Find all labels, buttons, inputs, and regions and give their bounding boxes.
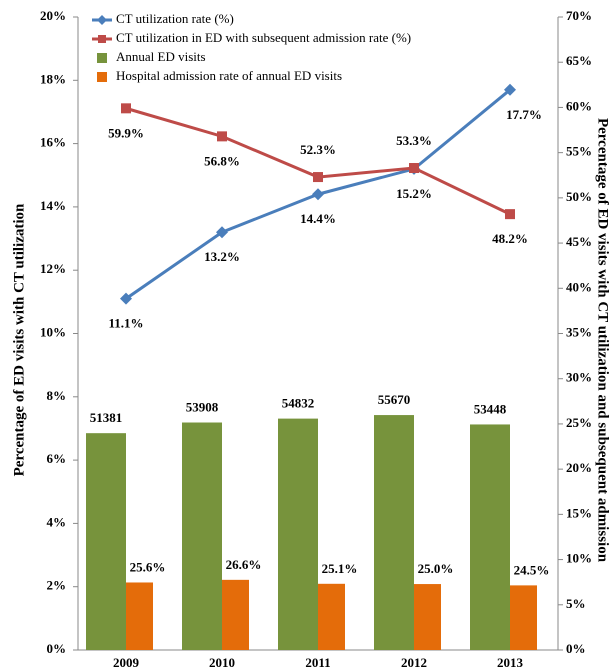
data-label: 24.5% xyxy=(514,562,550,577)
data-label: 25.0% xyxy=(418,561,454,576)
data-label: 48.2% xyxy=(492,231,528,246)
y2-tick-label: 45% xyxy=(566,234,592,249)
legend: CT utilization rate (%) CT utilization in… xyxy=(92,11,411,83)
marker xyxy=(120,292,132,305)
y2-tick-label: 10% xyxy=(566,551,592,566)
x-tick-label: 2010 xyxy=(209,655,235,670)
data-label: 25.1% xyxy=(322,561,358,576)
y2-tick-label: 55% xyxy=(566,144,592,159)
data-label: 56.8% xyxy=(204,153,240,168)
data-label: 11.1% xyxy=(108,316,143,331)
legend-marker xyxy=(97,15,107,25)
data-label: 25.6% xyxy=(130,559,166,574)
legend-item: CT utilization rate (%) xyxy=(92,11,234,26)
data-label: 53908 xyxy=(186,399,219,414)
bar xyxy=(126,582,153,650)
y-tick-label: 6% xyxy=(47,451,67,466)
y-tick-label: 4% xyxy=(47,514,67,529)
y-tick-label: 2% xyxy=(47,578,67,593)
legend-item: Hospital admission rate of annual ED vis… xyxy=(97,68,342,83)
y2-tick-label: 40% xyxy=(566,279,592,294)
legend-label: CT utilization in ED with subsequent adm… xyxy=(116,30,411,45)
x-tick-label: 2012 xyxy=(401,655,427,670)
data-label: 53448 xyxy=(474,401,507,416)
marker xyxy=(313,172,323,183)
y2-tick-label: 65% xyxy=(566,53,592,68)
marker xyxy=(504,83,516,96)
data-label: 26.6% xyxy=(226,557,262,572)
y-tick-label: 20% xyxy=(40,8,66,23)
y-tick-label: 8% xyxy=(47,388,67,403)
bar xyxy=(222,579,249,650)
marker xyxy=(409,163,419,174)
legend-label: Hospital admission rate of annual ED vis… xyxy=(116,68,342,83)
data-label: 13.2% xyxy=(204,249,240,264)
bar xyxy=(374,415,414,650)
x-tick-label: 2011 xyxy=(305,655,330,670)
y2-tick-label: 30% xyxy=(566,370,592,385)
marker xyxy=(121,103,131,114)
bar xyxy=(86,433,126,650)
data-label: 53.3% xyxy=(396,133,432,148)
marker xyxy=(217,131,227,142)
marker xyxy=(216,226,228,239)
data-label: 51381 xyxy=(90,410,123,425)
x-tick-label: 2013 xyxy=(497,655,524,670)
y2-tick-label: 70% xyxy=(566,8,592,23)
data-label: 52.3% xyxy=(300,142,336,157)
bar xyxy=(182,422,222,650)
y2-tick-label: 20% xyxy=(566,460,592,475)
y2-tick-label: 15% xyxy=(566,505,592,520)
y-tick-label: 10% xyxy=(40,324,66,339)
legend-item: Annual ED visits xyxy=(97,49,206,64)
bar xyxy=(510,585,537,650)
x-tick-label: 2009 xyxy=(113,655,140,670)
data-label: 59.9% xyxy=(108,125,144,140)
data-label: 15.2% xyxy=(396,186,432,201)
y-tick-label: 14% xyxy=(40,198,66,213)
y-axis-title: Percentage of ED visits with CT utilizat… xyxy=(11,203,27,476)
legend-marker xyxy=(98,35,106,43)
bar xyxy=(318,583,345,650)
y-tick-label: 0% xyxy=(47,641,67,656)
y-tick-label: 12% xyxy=(40,261,66,276)
y2-tick-label: 60% xyxy=(566,98,592,113)
y2-tick-label: 25% xyxy=(566,415,592,430)
data-label: 55670 xyxy=(378,392,411,407)
y2-axis-title: Percentage of ED visits with CT utilizat… xyxy=(595,118,611,563)
data-label: 17.7% xyxy=(506,107,542,122)
y2-tick-label: 35% xyxy=(566,324,592,339)
y-tick-label: 16% xyxy=(40,135,66,150)
legend-label: CT utilization rate (%) xyxy=(116,11,234,26)
marker xyxy=(312,188,324,201)
y2-tick-label: 50% xyxy=(566,189,592,204)
bar xyxy=(278,418,318,650)
marker xyxy=(505,209,515,220)
legend-swatch xyxy=(97,72,107,82)
y2-tick-label: 5% xyxy=(566,596,586,611)
data-label: 54832 xyxy=(282,396,315,411)
y2-tick-label: 0% xyxy=(566,641,586,656)
data-label: 14.4% xyxy=(300,211,336,226)
y-tick-label: 18% xyxy=(40,71,66,86)
bar xyxy=(470,424,510,650)
legend-swatch xyxy=(97,53,107,63)
bar xyxy=(414,584,441,650)
legend-item: CT utilization in ED with subsequent adm… xyxy=(92,30,411,45)
legend-label: Annual ED visits xyxy=(116,49,206,64)
